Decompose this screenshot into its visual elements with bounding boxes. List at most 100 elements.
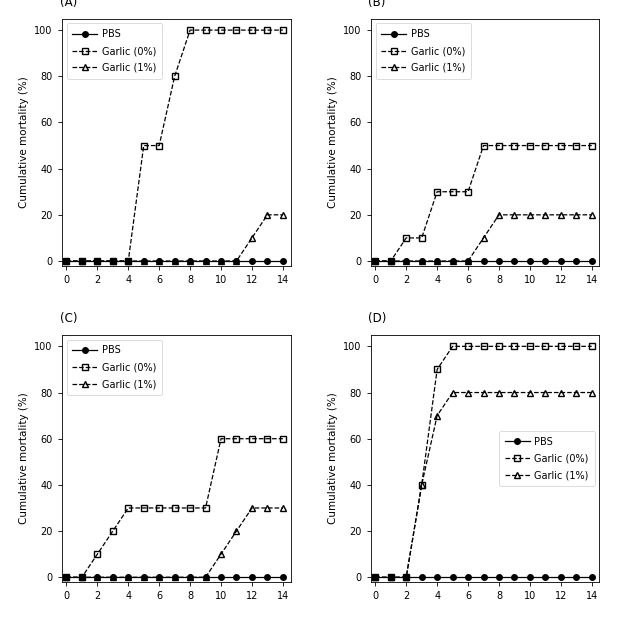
Garlic (0%): [572, 343, 580, 350]
Garlic (1%): [202, 574, 210, 581]
PBS: [557, 574, 564, 581]
Garlic (0%): [449, 188, 456, 196]
Line: Garlic (1%): Garlic (1%): [64, 212, 286, 264]
Garlic (0%): [588, 142, 595, 149]
Garlic (0%): [510, 343, 518, 350]
Y-axis label: Cumulative mortality (%): Cumulative mortality (%): [19, 76, 29, 208]
Garlic (0%): [541, 142, 549, 149]
PBS: [125, 258, 132, 265]
Line: PBS: PBS: [64, 574, 286, 580]
Garlic (0%): [480, 343, 487, 350]
PBS: [588, 258, 595, 265]
Garlic (0%): [557, 343, 564, 350]
Line: Garlic (0%): Garlic (0%): [64, 27, 286, 264]
PBS: [480, 574, 487, 581]
Garlic (0%): [449, 343, 456, 350]
Garlic (0%): [187, 504, 194, 512]
Garlic (0%): [264, 435, 271, 443]
Garlic (1%): [495, 389, 502, 396]
Garlic (1%): [510, 211, 518, 219]
Garlic (0%): [187, 27, 194, 34]
Garlic (1%): [94, 574, 101, 581]
Garlic (1%): [187, 258, 194, 265]
Garlic (0%): [156, 504, 163, 512]
PBS: [109, 574, 117, 581]
Garlic (1%): [588, 211, 595, 219]
Garlic (0%): [109, 527, 117, 535]
PBS: [264, 258, 271, 265]
PBS: [233, 258, 240, 265]
PBS: [233, 574, 240, 581]
Garlic (0%): [464, 188, 472, 196]
PBS: [480, 258, 487, 265]
PBS: [557, 258, 564, 265]
Garlic (1%): [557, 389, 564, 396]
Garlic (1%): [140, 574, 148, 581]
PBS: [510, 574, 518, 581]
Garlic (1%): [233, 527, 240, 535]
Garlic (1%): [480, 234, 487, 241]
Garlic (0%): [510, 142, 518, 149]
Garlic (1%): [464, 389, 472, 396]
Garlic (1%): [572, 389, 580, 396]
PBS: [248, 258, 256, 265]
Garlic (0%): [218, 435, 225, 443]
Text: (D): (D): [368, 312, 387, 325]
Garlic (1%): [125, 574, 132, 581]
Y-axis label: Cumulative mortality (%): Cumulative mortality (%): [328, 392, 337, 524]
Garlic (1%): [264, 504, 271, 512]
PBS: [279, 574, 287, 581]
PBS: [371, 574, 379, 581]
Garlic (1%): [541, 389, 549, 396]
Garlic (1%): [402, 574, 410, 581]
Garlic (1%): [588, 389, 595, 396]
PBS: [94, 258, 101, 265]
Garlic (1%): [109, 258, 117, 265]
Garlic (0%): [248, 435, 256, 443]
PBS: [171, 258, 179, 265]
PBS: [449, 258, 456, 265]
Garlic (1%): [495, 211, 502, 219]
Garlic (1%): [557, 211, 564, 219]
Garlic (1%): [371, 574, 379, 581]
Garlic (0%): [526, 142, 533, 149]
Garlic (0%): [557, 142, 564, 149]
Garlic (1%): [418, 258, 425, 265]
PBS: [402, 258, 410, 265]
Garlic (0%): [480, 142, 487, 149]
Garlic (1%): [279, 211, 287, 219]
Garlic (0%): [526, 343, 533, 350]
Garlic (0%): [418, 234, 425, 241]
Garlic (1%): [279, 504, 287, 512]
Garlic (0%): [387, 258, 394, 265]
Garlic (0%): [387, 574, 394, 581]
PBS: [433, 574, 441, 581]
Garlic (0%): [264, 27, 271, 34]
Garlic (0%): [109, 258, 117, 265]
Garlic (0%): [541, 343, 549, 350]
Garlic (0%): [78, 258, 86, 265]
Garlic (1%): [526, 211, 533, 219]
PBS: [78, 258, 86, 265]
Garlic (1%): [156, 258, 163, 265]
Garlic (1%): [371, 258, 379, 265]
Garlic (0%): [156, 142, 163, 149]
Garlic (1%): [264, 211, 271, 219]
PBS: [218, 258, 225, 265]
PBS: [109, 258, 117, 265]
Garlic (1%): [510, 389, 518, 396]
Garlic (0%): [63, 258, 70, 265]
Legend: PBS, Garlic (0%), Garlic (1%): PBS, Garlic (0%), Garlic (1%): [67, 340, 162, 395]
PBS: [588, 574, 595, 581]
Garlic (0%): [140, 142, 148, 149]
Garlic (1%): [187, 574, 194, 581]
Line: Garlic (0%): Garlic (0%): [373, 344, 595, 580]
PBS: [402, 574, 410, 581]
Line: Garlic (1%): Garlic (1%): [373, 390, 595, 580]
Garlic (1%): [464, 258, 472, 265]
Garlic (0%): [202, 504, 210, 512]
Garlic (1%): [109, 574, 117, 581]
PBS: [495, 574, 502, 581]
Y-axis label: Cumulative mortality (%): Cumulative mortality (%): [328, 76, 337, 208]
PBS: [418, 574, 425, 581]
